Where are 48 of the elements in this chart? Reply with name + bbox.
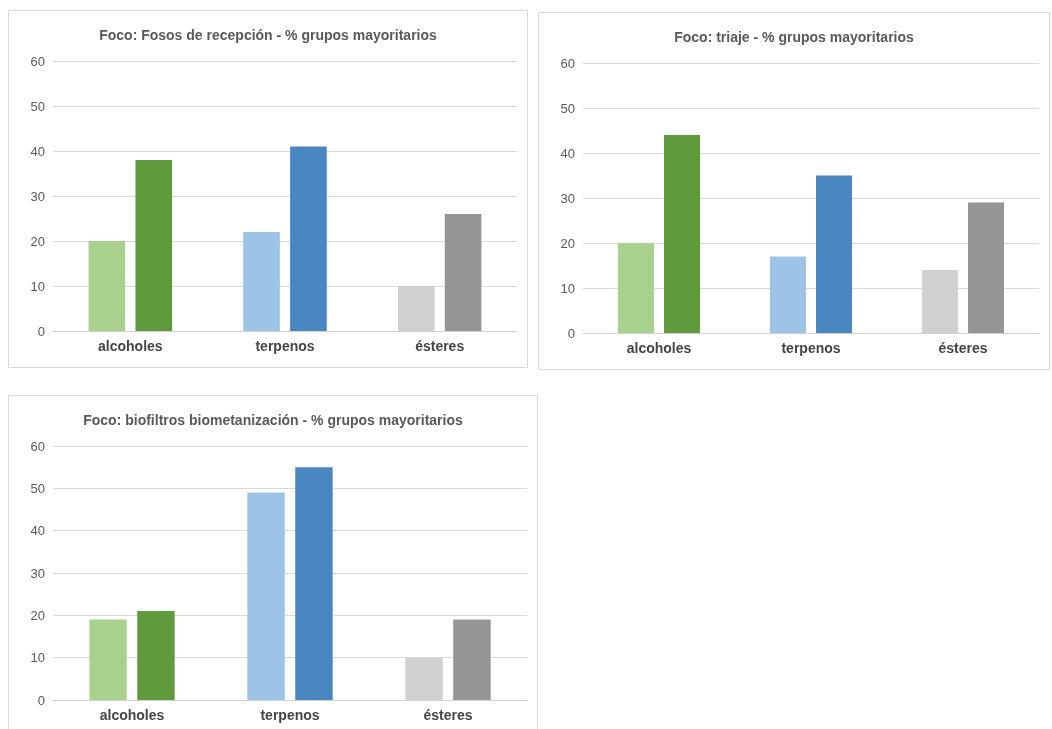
x-tick-label: ésteres	[415, 338, 465, 354]
chart-title: Foco: triaje - % grupos mayoritarios	[674, 29, 915, 45]
bar	[295, 467, 333, 700]
x-tick-label: alcoholes	[626, 340, 692, 356]
y-tick-label: 0	[567, 325, 575, 341]
x-tick-label: ésteres	[938, 340, 988, 356]
x-tick-label: alcoholes	[99, 707, 165, 723]
bar	[290, 146, 327, 331]
chart-title: Foco: biofiltros biometanización - % grupos mayoritarios	[83, 412, 464, 428]
y-tick-label: 0	[37, 692, 45, 708]
y-tick-label: 30	[560, 190, 575, 206]
x-tick-label: terpenos	[255, 338, 315, 354]
y-tick-label: 50	[30, 98, 45, 114]
y-tick-label: 40	[30, 143, 45, 159]
bar	[664, 135, 701, 333]
y-tick-label: 30	[30, 188, 45, 204]
y-tick-label: 50	[30, 480, 45, 496]
bar	[769, 256, 806, 333]
x-tick-label: ésteres	[423, 707, 473, 723]
y-tick-label: 40	[30, 523, 45, 539]
bar	[247, 492, 285, 700]
y-tick-label: 0	[37, 323, 45, 339]
bar	[89, 619, 127, 700]
bar	[243, 232, 280, 331]
bar	[453, 619, 491, 700]
y-tick-label: 10	[30, 650, 45, 666]
y-tick-label: 60	[560, 55, 575, 71]
y-tick-label: 30	[30, 565, 45, 581]
y-tick-label: 20	[30, 607, 45, 623]
bar	[968, 202, 1005, 333]
y-tick-label: 60	[30, 438, 45, 454]
y-tick-label: 60	[30, 53, 45, 69]
bar	[137, 611, 175, 700]
bar	[88, 241, 126, 331]
y-tick-label: 50	[560, 100, 575, 116]
y-tick-label: 20	[560, 235, 575, 251]
bar	[444, 214, 482, 331]
x-tick-label: alcoholes	[98, 338, 163, 354]
bar	[617, 243, 654, 333]
x-tick-label: terpenos	[260, 707, 320, 723]
y-tick-label: 20	[30, 233, 45, 249]
y-tick-label: 10	[560, 280, 575, 296]
x-tick-label: terpenos	[781, 340, 841, 356]
bar	[135, 160, 173, 331]
bar	[816, 175, 853, 333]
y-tick-label: 10	[30, 278, 45, 294]
y-tick-label: 40	[560, 145, 575, 161]
chart-title: Foco: Fosos de recepción - % grupos mayoritarios	[99, 27, 438, 43]
